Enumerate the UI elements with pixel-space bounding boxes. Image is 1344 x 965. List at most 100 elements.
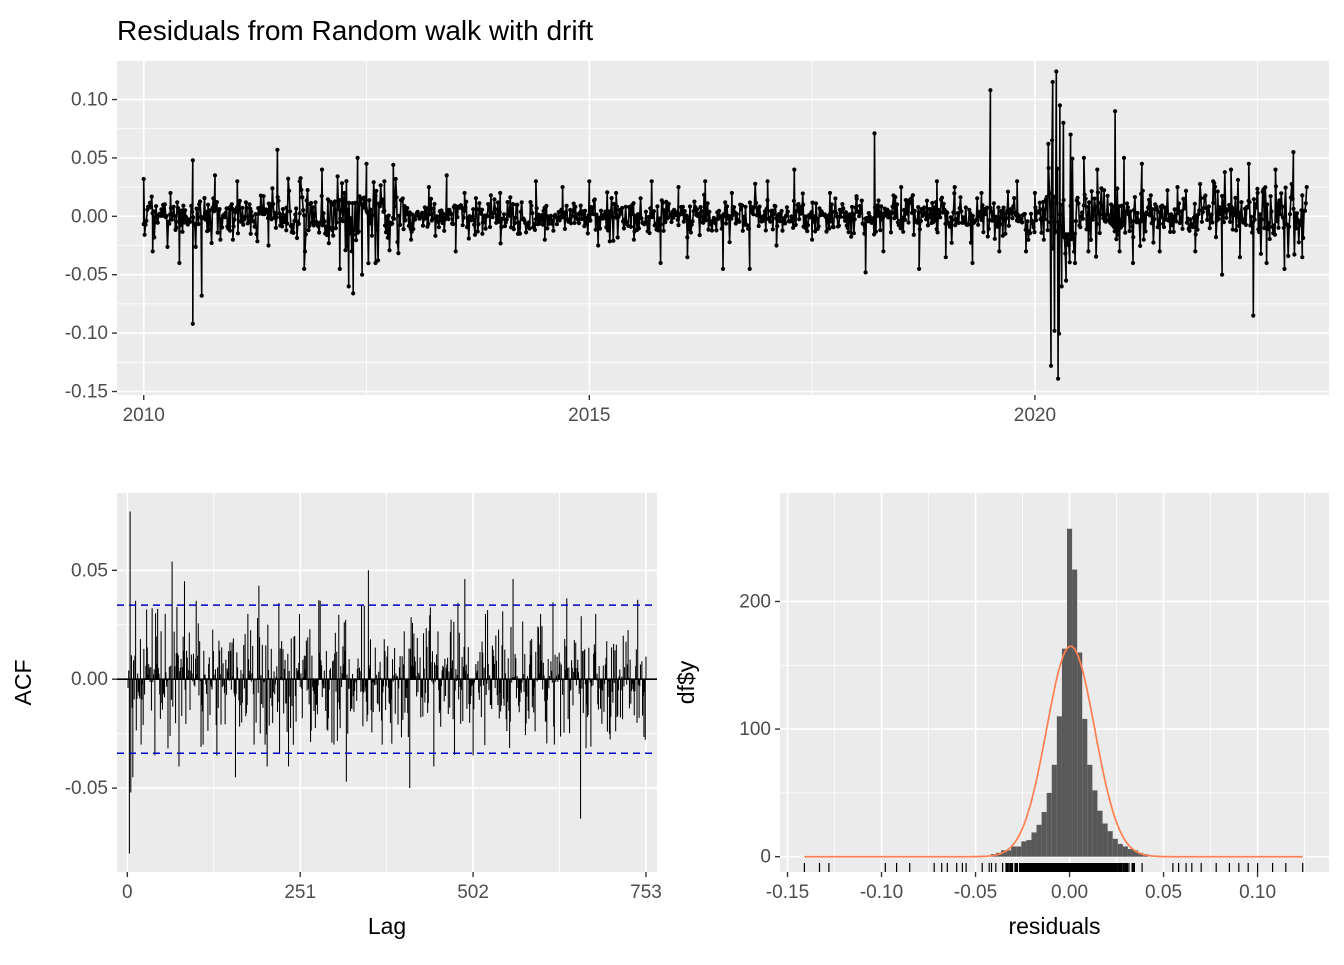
data-point [1047,191,1052,196]
data-point [545,226,550,231]
y-tick-label: 0.05 [71,148,108,169]
data-point [495,200,500,205]
data-point [692,199,697,204]
data-point [1198,181,1203,187]
data-point [576,221,582,226]
histogram-bar [1046,792,1052,857]
data-point [313,200,318,205]
data-point [196,222,201,227]
data-point [202,196,207,201]
data-point [932,218,938,223]
data-point [977,210,983,216]
data-point [433,233,438,238]
data-point [212,173,218,178]
data-point [275,147,280,152]
data-point [311,223,316,228]
data-point [1050,138,1055,143]
data-point [1057,331,1062,336]
data-point [739,206,744,212]
data-point [251,219,256,224]
data-point [828,219,834,224]
data-point [544,203,549,208]
data-point [676,223,681,228]
data-point [850,204,855,210]
data-point [152,235,157,240]
data-point [1262,225,1267,231]
data-point [871,216,876,221]
data-point [367,198,372,203]
histogram-bar [1006,850,1012,857]
histogram-bar [1082,718,1088,857]
data-point [586,212,591,218]
data-point [706,227,711,232]
data-point [1092,196,1097,201]
acf-panel: 0.05 0.00 -0.05 0 251 502 753 Lag ACF [10,493,662,939]
data-point [1242,218,1247,223]
data-point [978,214,983,219]
data-point [230,237,235,242]
data-point [724,221,729,226]
data-point [220,225,225,230]
data-point [931,205,937,210]
data-point [274,215,279,220]
data-point [1192,201,1197,206]
data-point [928,210,933,215]
data-point [487,224,493,230]
data-point [271,201,276,207]
data-point [1187,228,1192,233]
data-point [1274,219,1279,224]
data-point [1129,219,1134,224]
data-point [450,221,456,227]
data-point [592,197,597,202]
data-point [440,220,445,225]
data-point [1125,205,1130,210]
data-point [1297,219,1302,224]
data-point [1300,193,1305,198]
data-point [560,215,565,220]
data-point [413,217,418,222]
data-point [1239,200,1244,205]
data-point [1037,200,1042,205]
data-point [474,207,479,212]
data-point [1196,212,1201,217]
data-point [342,197,347,202]
data-point [1001,205,1006,210]
data-point [897,218,902,224]
data-point [480,207,485,212]
data-point [432,201,437,207]
data-point [906,220,911,225]
data-point [605,228,611,233]
data-point [687,226,692,232]
data-point [517,231,523,236]
data-point [1089,189,1094,194]
data-point [427,212,432,217]
data-point [498,190,503,196]
data-point [403,218,408,223]
data-point [426,185,431,190]
y-tick-label: 0.10 [71,90,108,111]
data-point [703,218,708,223]
data-point [583,208,588,213]
data-point [1188,217,1193,222]
data-point [1224,215,1229,220]
data-point [155,220,160,225]
data-point [415,209,420,214]
data-point [571,201,576,206]
data-point [1250,230,1255,235]
data-point [637,212,642,217]
data-point [638,196,643,201]
data-point [988,205,993,210]
data-point [1269,209,1274,214]
data-point [370,213,375,218]
data-point [899,185,904,190]
data-point [380,197,385,202]
data-point [1220,201,1226,206]
data-point [301,208,306,213]
data-point [615,235,620,240]
data-point [1054,69,1059,74]
data-point [284,205,289,210]
data-point [1059,223,1064,229]
data-point [1175,207,1180,212]
data-point [807,215,812,220]
data-point [181,203,186,208]
